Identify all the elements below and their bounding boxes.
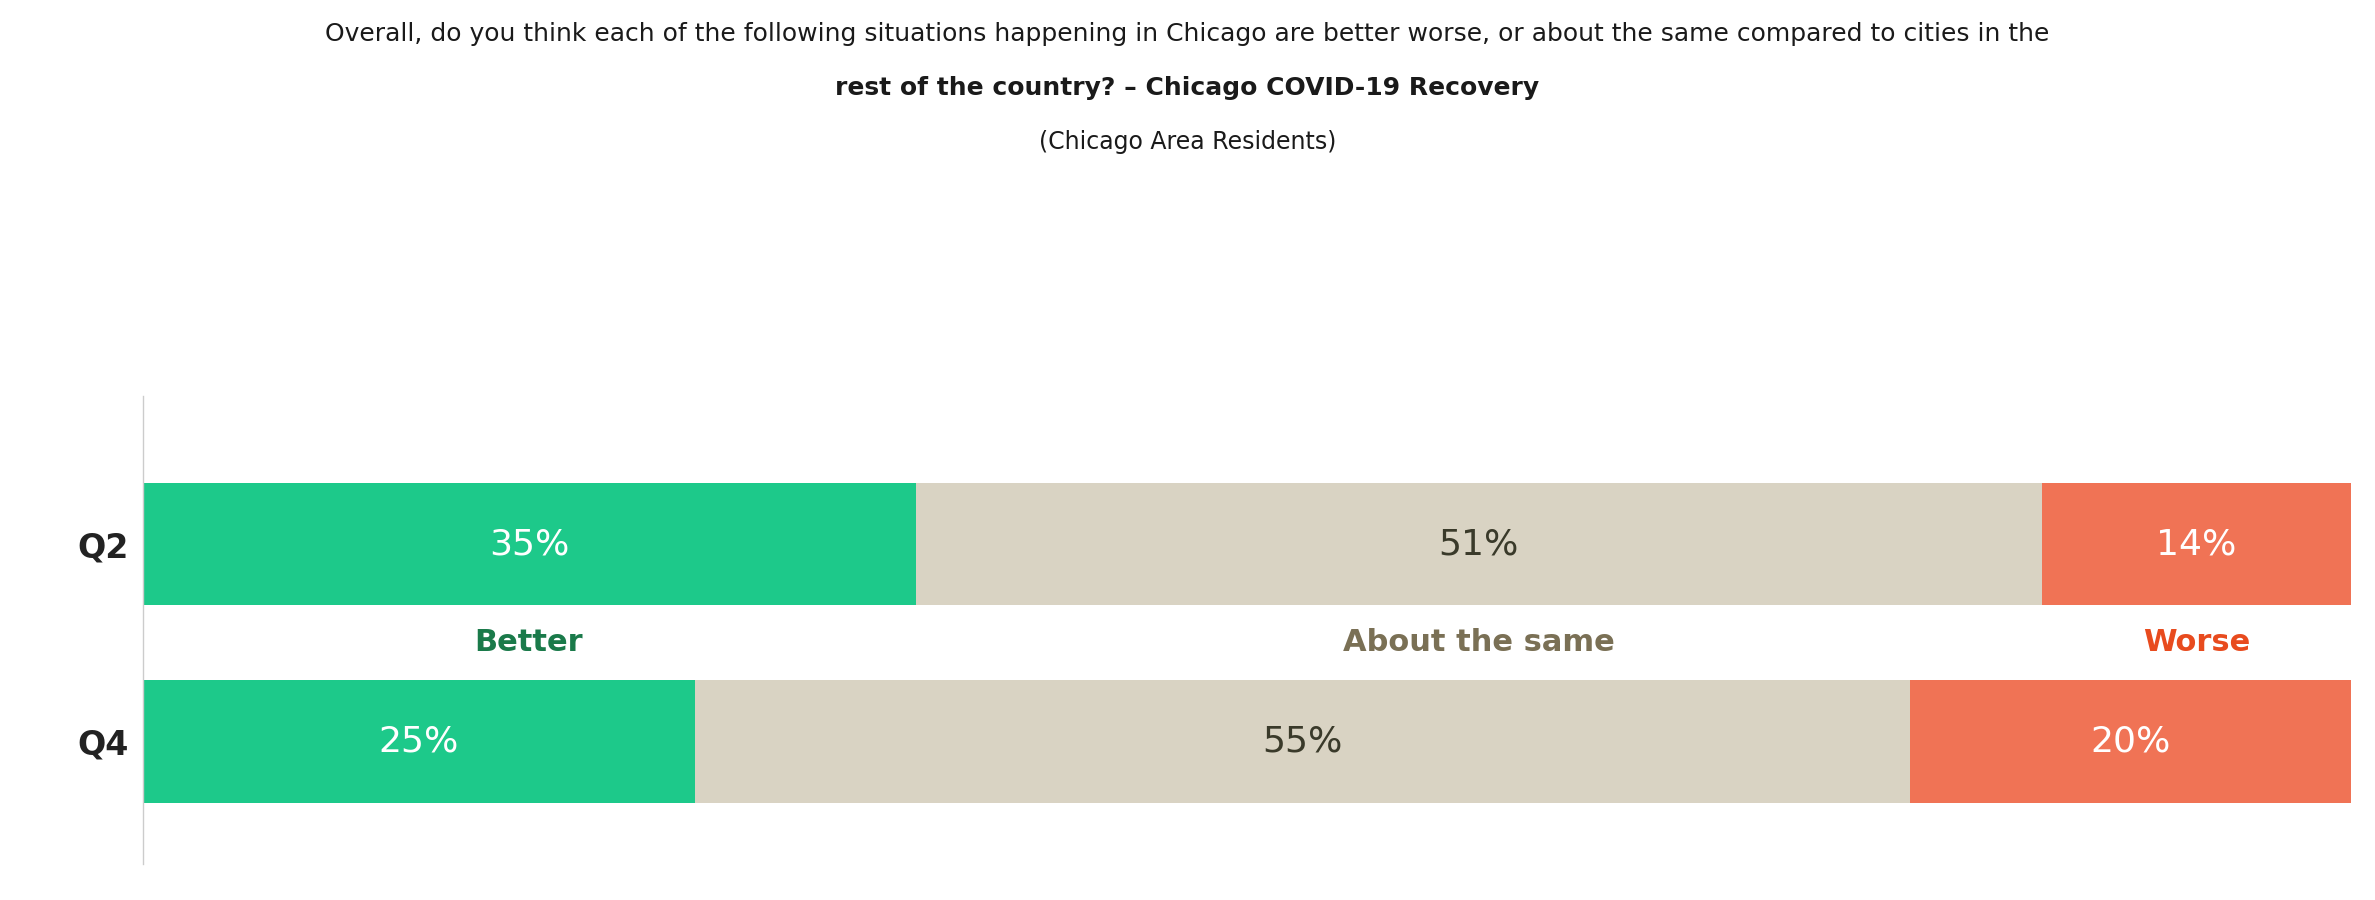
Text: 20%: 20% [2090,724,2171,759]
Text: 14%: 14% [2156,527,2237,561]
Text: (Chicago Area Residents): (Chicago Area Residents) [1038,130,1337,155]
Text: Worse: Worse [2142,628,2249,657]
Text: rest of the country? – Chicago COVID-19 Recovery: rest of the country? – Chicago COVID-19 … [836,76,1539,101]
Text: Overall, do you think each of the following situations happening in Chicago are : Overall, do you think each of the follow… [325,22,2050,47]
Text: Better: Better [475,628,584,657]
Bar [696,680,1910,803]
Bar [142,483,917,606]
Text: About the same: About the same [1342,628,1615,657]
Text: 25%: 25% [378,724,458,759]
Text: 55%: 55% [1261,724,1342,759]
Text: 35%: 35% [489,527,570,561]
Bar [2042,483,2351,606]
Bar [1910,680,2351,803]
Bar [917,483,2042,606]
Bar [142,680,696,803]
Text: 51%: 51% [1439,527,1520,561]
